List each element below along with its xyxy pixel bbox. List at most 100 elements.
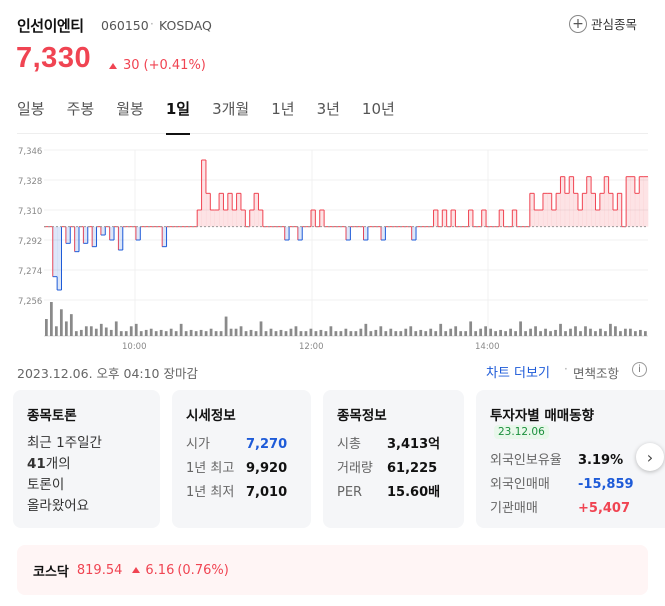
volume-bar [469,321,473,336]
volume-bar [349,331,353,336]
tab-weekly[interactable]: 주봉 [66,100,95,118]
volume-bar [54,326,58,336]
volume-bar [539,331,542,336]
volume-bar [189,329,193,336]
volume-bar [404,328,408,336]
x-tick-label: 14:00 [475,342,500,352]
volume-bar [344,328,348,336]
tab-1year[interactable]: 1년 [271,100,295,118]
discussion-line2: 41개의 [27,454,146,475]
price-area [83,226,89,244]
volume-bar [84,326,88,336]
volume-bar [59,309,63,336]
price-area [284,226,290,240]
volume-row: 거래량 61,225 [337,457,450,481]
tab-1day[interactable]: 1일 [165,98,191,135]
tab-daily[interactable]: 일봉 [17,100,45,118]
discussion-line3: 토론이 [27,477,65,493]
volume-bar [184,331,188,336]
price-area [223,210,229,227]
volume-bar [614,326,617,336]
volume-bar [559,323,562,336]
date-badge: 23.12.06 [494,425,549,439]
discussion-line4: 올라왔어요 [27,498,90,514]
volume-bar [479,328,483,336]
price-area [162,226,167,247]
price-area [205,193,211,227]
investor-card[interactable]: 투자자별 매매동향23.12.06 외국인보유율 3.19% 외국인매매 -15… [476,390,665,528]
volume-bar [474,331,478,336]
tab-monthly[interactable]: 월봉 [116,100,144,118]
volume-bar [619,331,622,336]
tab-3month[interactable]: 3개월 [212,100,250,118]
price-area [310,210,316,227]
price-area [577,210,583,227]
volume-bar [299,331,303,336]
intraday-chart[interactable]: 7,346 7,328 7,310 7,292 7,274 7,256 10:00 12:00… [0,140,665,355]
disclaimer-link[interactable]: 면책조항 [573,366,620,381]
volume-bar [444,331,448,336]
discussion-count: 41 [27,456,46,472]
more-chart-link[interactable]: 차트 더보기 [486,366,550,381]
volume-bar [104,327,108,336]
kosdaq-index-bar[interactable]: 코스닥 819.54 6.16 (0.76%) [17,545,648,595]
market-info-card[interactable]: 시세정보 시가 7,270 1년 최고 9,920 1년 최저 7,010 [172,390,311,528]
volume-bar [639,329,642,336]
price-area [197,210,202,227]
open-value: 7,270 [246,437,288,452]
price-area [542,193,548,227]
y-tick-label: 7,274 [18,267,42,277]
volume-bar [634,331,637,336]
year-low-value: 7,010 [246,485,288,500]
tab-10year[interactable]: 10년 [361,100,395,118]
price-area [599,193,605,227]
volume-bar [424,331,428,336]
stock-name[interactable]: 인선이엔티 [17,17,84,35]
volume-bar [629,328,632,336]
tab-3year[interactable]: 3년 [316,100,340,118]
price-area [634,193,640,227]
volume-bar [519,321,522,336]
price-area [564,193,570,227]
price-area [236,193,242,227]
volume-bar [74,331,78,336]
stock-info-card[interactable]: 종목정보 시총 3,413억 거래량 61,225 PER 15.60배 [323,390,464,528]
price-area [346,226,351,240]
volume-bar [394,331,398,336]
price-area [639,176,644,227]
price-area [100,226,106,235]
foreign-trade-row: 외국인매매 -15,859 [490,473,651,497]
change-amount: 30 [123,58,140,73]
volume-bar [64,321,68,336]
per-row: PER 15.60배 [337,481,450,505]
discussion-card[interactable]: 종목토론 최근 1주일간 41개의 토론이 올라왔어요 [13,390,160,528]
volume-bar [124,331,128,336]
arrow-up-icon [132,567,141,573]
y-tick-label: 7,328 [18,177,42,187]
volume-bar [354,331,358,336]
price-area [74,226,80,252]
volume-bar [199,329,203,336]
price-area [608,193,614,227]
foreign-ratio-label: 외국인보유율 [490,453,562,468]
info-icon[interactable]: i [632,362,647,377]
price-area [512,210,517,227]
add-favorite-button[interactable]: + 관심종목 [568,14,637,33]
index-change: 6.16 (0.76%) [132,563,229,578]
price-area [442,210,447,227]
volume-bar [239,326,243,336]
year-high-label: 1년 최고 [186,461,235,476]
volume-bar [359,328,363,336]
volume-bar [234,328,238,336]
investor-title: 투자자별 매매동향 [490,408,595,424]
per-value: 15.60배 [387,485,441,500]
volume-bar [154,331,158,336]
price-area [643,176,649,227]
y-tick-label: 7,346 [18,147,42,157]
chevron-right-icon[interactable]: › [636,443,664,471]
volume-bar [204,331,208,336]
volume-bar [49,302,53,336]
y-tick-label: 7,292 [18,237,42,247]
volume-bar [259,321,263,336]
chart-svg: 7,346 7,328 7,310 7,292 7,274 7,256 10:00 12:00… [18,147,649,352]
